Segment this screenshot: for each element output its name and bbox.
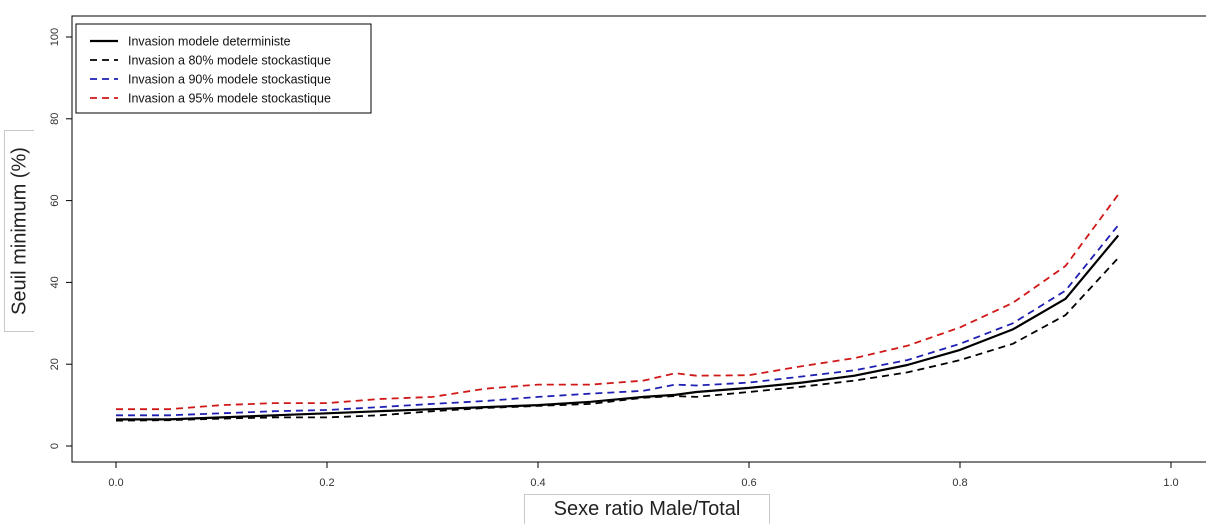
series-line-2	[115, 257, 1119, 422]
x-tick-label: 0.4	[530, 477, 545, 489]
y-tick-label: 80	[49, 113, 61, 125]
legend-box	[75, 23, 372, 114]
series-line-3	[116, 224, 1120, 417]
x-tick-label: 0.8	[952, 477, 967, 489]
legend-entry-label: Invasion a 95% modele stockastique	[128, 92, 331, 106]
x-tick-label: 0.2	[319, 477, 334, 489]
x-tick-label: 0.0	[108, 477, 123, 489]
x-tick-label: 0.6	[741, 477, 756, 489]
y-axis-title-box: Seuil minimum (%)	[4, 130, 34, 332]
y-axis-title: Seuil minimum (%)	[8, 147, 30, 315]
y-tick-label: 20	[49, 358, 61, 370]
x-tick-label: 1.0	[1163, 477, 1178, 489]
y-tick-label: 100	[49, 28, 61, 46]
y-tick-label: 40	[49, 276, 61, 288]
legend-entry-label: Invasion modele deterministe	[128, 35, 291, 49]
x-axis-title-box: Sexe ratio Male/Total	[524, 494, 770, 524]
y-tick-label: 0	[49, 443, 61, 449]
series-line-1	[116, 234, 1120, 421]
legend-entry-label: Invasion a 90% modele stockastique	[128, 73, 331, 87]
series-line-4	[116, 193, 1120, 411]
x-axis-title: Sexe ratio Male/Total	[553, 498, 741, 520]
legend-entry-label: Invasion a 80% modele stockastique	[128, 54, 331, 68]
y-tick-label: 60	[49, 194, 61, 206]
plot-frame	[71, 15, 1206, 463]
